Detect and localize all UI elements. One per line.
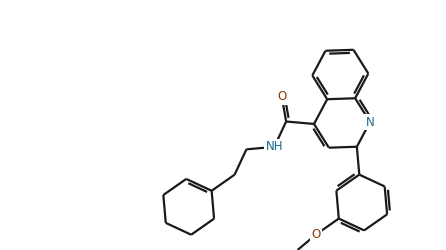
Text: N: N [366,116,374,128]
Text: O: O [311,228,321,241]
Text: NH: NH [265,140,283,153]
Text: O: O [277,90,286,103]
